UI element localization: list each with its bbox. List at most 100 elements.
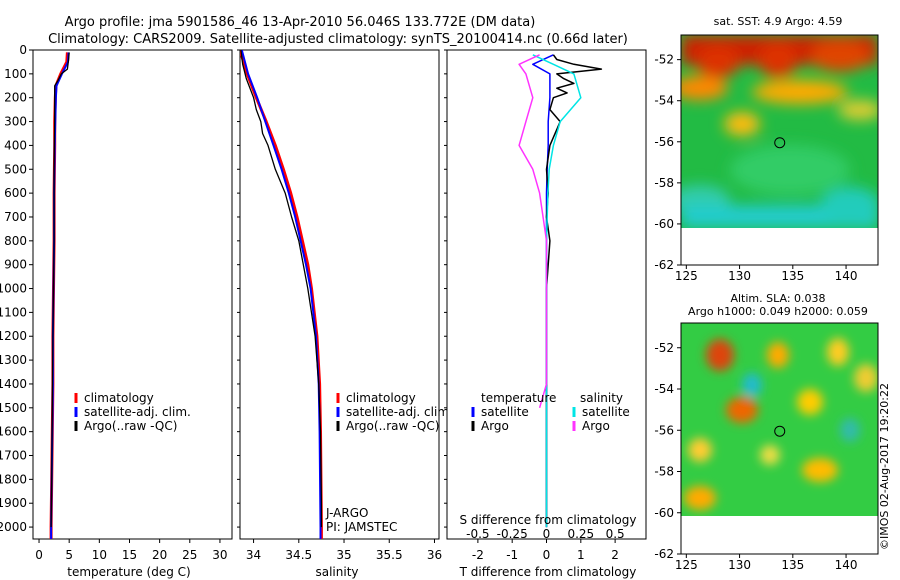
- temperature-panel: 0100200300400500600700800900100011001200…: [0, 43, 233, 579]
- x-tick-label: 1: [577, 548, 585, 562]
- temperature-x-label: temperature (deg C): [67, 565, 190, 579]
- x-tick-label: 2: [611, 548, 619, 562]
- x-tick-label: 36: [427, 548, 442, 562]
- depth-tick-label: 300: [4, 115, 27, 129]
- x2-tick-label: 0.5: [606, 527, 625, 541]
- map-lon-label: 130: [728, 558, 751, 572]
- float-program-label: J-ARGO: [325, 506, 368, 520]
- depth-tick-label: 2000: [0, 520, 27, 534]
- depth-tick-label: 1700: [0, 449, 27, 463]
- series-line-argo-raw-qc: [50, 52, 70, 528]
- x-tick-label: 35.5: [376, 548, 403, 562]
- x-tick-label: 25: [182, 548, 197, 562]
- difference-panel: -2 -1 0 1 2 -0.5 -0.25 0 0.25 0.5 temperature sali…: [444, 49, 647, 579]
- depth-tick-label: 500: [4, 162, 27, 176]
- map-lat-label: -58: [654, 465, 674, 479]
- map-lat-label: -62: [654, 547, 674, 561]
- legend-label: satellite: [582, 405, 630, 419]
- sla-map-subtitle: Argo h1000: 0.049 h2000: 0.059: [688, 305, 868, 318]
- sla-map-frame: [680, 322, 879, 555]
- x2-tick-label: -0.5: [466, 527, 489, 541]
- depth-tick-label: 1300: [0, 353, 27, 367]
- legend-header-salinity: salinity: [580, 391, 623, 405]
- legend-label: Argo: [481, 419, 509, 433]
- x2-tick-label: 0: [543, 527, 551, 541]
- depth-tick-label: 800: [4, 234, 27, 248]
- depth-tick-label: 200: [4, 91, 27, 105]
- sla-map-ticks: 125 130 135 140 -52 -54 -56 -58 -60 -62: [654, 341, 857, 572]
- x-tick-label: 35: [336, 548, 351, 562]
- x-tick-label: 30: [212, 548, 227, 562]
- temperature-x-ticks: 0 5 10 15 20 25 30: [35, 539, 228, 562]
- sst-map-ticks: 125 130 135 140 -52 -54 -56 -58 -60 -62: [654, 53, 857, 283]
- difference-x-ticks: -2 -1 0 1 2 -0.5 -0.25 0 0.25 0.5: [444, 49, 625, 562]
- map-lat-label: -54: [654, 94, 674, 108]
- map-lon-label: 140: [835, 269, 858, 283]
- depth-tick-label: 1800: [0, 472, 27, 486]
- depth-tick-labels: 0 100 200 300 400 500 600 700 800 900 1000 1100 1200…: [0, 43, 33, 534]
- map-lat-label: -60: [654, 217, 674, 231]
- x-tick-label: 15: [122, 548, 137, 562]
- temperature-difference-label: T difference from climatology: [459, 565, 637, 579]
- legend-label: satellite-adj. clim.: [84, 405, 191, 419]
- map-lat-label: -52: [654, 341, 674, 355]
- map-lat-label: -52: [654, 53, 674, 67]
- figure-title-line-2: Climatology: CARS2009. Satellite-adjuste…: [48, 32, 628, 47]
- sst-map-panel: sat. SST: 4.9 Argo: 4.59 125 130 135 140 -52…: [654, 15, 879, 283]
- map-lat-label: -62: [654, 258, 674, 272]
- depth-tick-label: 700: [4, 210, 27, 224]
- x-tick-label: 34.5: [285, 548, 312, 562]
- legend-label: climatology: [346, 391, 416, 405]
- depth-tick-label: 0: [19, 43, 27, 57]
- sst-argo-location-marker: [774, 137, 786, 149]
- series-line-salinity-argo: [518, 54, 548, 409]
- map-lat-label: -60: [654, 506, 674, 520]
- x-tick-label: -2: [472, 548, 484, 562]
- difference-series: [518, 54, 603, 528]
- x-tick-label: 5: [65, 548, 73, 562]
- map-lon-label: 125: [675, 269, 698, 283]
- imos-credit: ©IMOS 02-Aug-2017 19:20:22: [878, 383, 891, 550]
- salinity-axes-frame: [239, 49, 440, 540]
- map-lat-label: -54: [654, 382, 674, 396]
- x-tick-label: 0: [35, 548, 43, 562]
- salinity-x-ticks: 34 34.5 35 35.5 36: [237, 49, 442, 562]
- legend-header-temperature: temperature: [481, 391, 556, 405]
- salinity-series: [240, 50, 323, 539]
- depth-tick-label: 1000: [0, 282, 27, 296]
- salinity-x-label: salinity: [315, 565, 358, 579]
- legend-label: Argo(..raw -QC): [346, 419, 439, 433]
- temperature-series: [49, 52, 70, 539]
- temperature-axes-frame: [32, 49, 233, 540]
- x2-tick-label: -0.25: [497, 527, 528, 541]
- x-tick-label: 34: [246, 548, 261, 562]
- depth-tick-label: 1200: [0, 329, 27, 343]
- salinity-panel: 34 34.5 35 35.5 36 climatologysatellite-adj.…: [237, 49, 453, 579]
- depth-tick-label: 1900: [0, 496, 27, 510]
- sla-argo-location-marker: [774, 425, 786, 437]
- series-line-argo-raw-qc: [240, 50, 323, 528]
- sst-map-title: sat. SST: 4.9 Argo: 4.59: [714, 15, 843, 28]
- float-pi-label: PI: JAMSTEC: [326, 520, 397, 534]
- legend-label: satellite-adj. clim.: [346, 405, 453, 419]
- map-lat-label: -56: [654, 423, 674, 437]
- depth-tick-label: 400: [4, 138, 27, 152]
- depth-tick-label: 1100: [0, 305, 27, 319]
- map-lat-label: -56: [654, 135, 674, 149]
- x-tick-label: 10: [92, 548, 107, 562]
- map-lon-label: 140: [835, 558, 858, 572]
- depth-tick-label: 1600: [0, 425, 27, 439]
- sst-map-frame: [680, 34, 879, 266]
- map-lon-label: 135: [781, 558, 804, 572]
- map-lon-label: 125: [675, 558, 698, 572]
- sla-map-panel: Altim. SLA: 0.038 Argo h1000: 0.049 h200…: [654, 292, 879, 572]
- figure-title-line-1: Argo profile: jma 5901586_46 13-Apr-2010…: [65, 15, 536, 30]
- x-tick-label: -1: [506, 548, 518, 562]
- map-lat-label: -58: [654, 176, 674, 190]
- legend-label: climatology: [84, 391, 154, 405]
- x-tick-label: 0: [543, 548, 551, 562]
- depth-tick-label: 600: [4, 186, 27, 200]
- depth-tick-label: 1500: [0, 401, 27, 415]
